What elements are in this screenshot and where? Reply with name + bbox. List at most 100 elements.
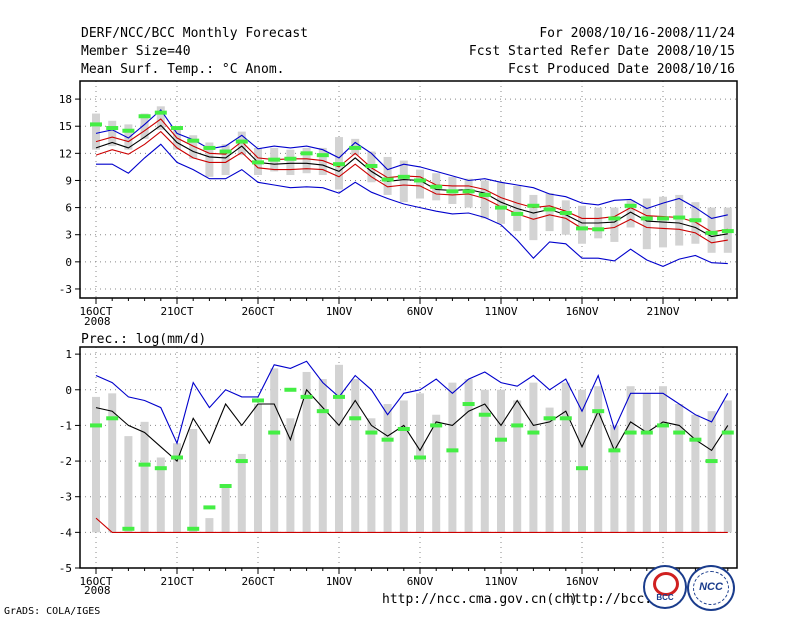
median-marker — [543, 416, 556, 421]
spread-box — [561, 200, 570, 235]
spread-box — [626, 386, 635, 533]
spread-box — [723, 400, 732, 533]
x-tick-label: 11NOV — [484, 575, 517, 588]
median-marker — [203, 145, 216, 150]
median-marker — [381, 437, 394, 442]
median-marker — [154, 466, 167, 471]
spread-box — [642, 198, 651, 250]
spread-box — [237, 453, 246, 533]
y-tick-label: 0 — [65, 384, 72, 397]
median-marker — [559, 211, 572, 216]
median-marker — [138, 114, 151, 119]
y-tick-label: -1 — [59, 419, 72, 432]
min-line — [96, 143, 728, 267]
spread-box — [383, 404, 392, 533]
median-marker — [495, 205, 507, 210]
mean-line — [95, 124, 728, 238]
grads-credit: GrADS: COLA/IGES — [4, 606, 101, 617]
median-marker — [219, 484, 232, 489]
y-tick-label: -4 — [59, 526, 73, 539]
start-date: Fcst Started Refer Date 2008/10/15 — [468, 44, 735, 59]
spread-box — [124, 436, 133, 533]
temperature-year-label: 2008 — [84, 315, 111, 328]
median-marker — [284, 387, 297, 392]
spread-box — [318, 379, 327, 533]
y-tick-label: 9 — [65, 174, 72, 187]
produced-date: Fcst Produced Date 2008/10/16 — [508, 62, 735, 77]
median-marker — [446, 448, 459, 453]
spread-box — [335, 364, 343, 533]
spread-box — [578, 389, 586, 533]
median-marker — [673, 215, 686, 220]
spread-box — [156, 106, 165, 130]
y-tick-label: -2 — [59, 455, 72, 468]
median-marker — [235, 139, 248, 144]
spread-box — [642, 393, 651, 533]
bcc-logo-icon: BCC — [643, 565, 687, 609]
median-marker — [624, 430, 637, 435]
y-tick-label: 0 — [65, 256, 72, 269]
median-marker — [576, 466, 588, 471]
median-marker — [300, 151, 313, 156]
precipitation-panel: -5 -4 -3 -2 -1 0 1 16OCT 21OCT 26OCT 1NOV 6NOV 11NOV… — [59, 347, 737, 588]
median-marker — [511, 211, 524, 216]
median-marker — [624, 203, 637, 208]
median-marker — [219, 149, 232, 154]
spread-box — [675, 194, 684, 246]
median-marker — [122, 128, 135, 133]
spread-box — [140, 421, 149, 533]
median-marker — [122, 526, 135, 531]
median-marker — [349, 416, 362, 421]
spread-box — [399, 400, 408, 533]
median-marker — [608, 216, 621, 221]
spread-box — [545, 407, 554, 533]
y-tick-label: 1 — [65, 348, 72, 361]
mean-line — [95, 388, 729, 463]
y-tick-label: -3 — [59, 283, 72, 296]
spread-box — [610, 425, 619, 533]
spread-box — [302, 371, 311, 533]
spread-box — [497, 389, 505, 533]
median-marker — [171, 455, 183, 460]
median-marker — [365, 163, 378, 168]
spread-box — [480, 180, 489, 219]
spread-box — [416, 169, 424, 199]
variable-label: Mean Surf. Temp.: °C Anom. — [81, 62, 285, 77]
spread-box — [626, 200, 635, 228]
median-marker — [592, 409, 605, 414]
median-marker — [187, 138, 200, 143]
spread-box — [108, 393, 117, 533]
median-marker — [592, 227, 605, 232]
min-line — [95, 517, 728, 533]
median-marker — [673, 430, 686, 435]
upper-line — [95, 118, 728, 233]
x-tick-label: 26OCT — [241, 575, 274, 588]
bcc-url-link[interactable]: http://bcc. — [566, 592, 653, 607]
spread-box — [205, 518, 214, 533]
x-tick-label: 1NOV — [326, 575, 353, 588]
median-marker — [462, 402, 475, 407]
median-marker — [203, 505, 216, 510]
spread-box — [286, 149, 295, 176]
x-tick-label: 16OCT — [79, 305, 112, 318]
spread-box — [464, 379, 473, 533]
precipitation-title: Prec.: log(mm/d) — [81, 332, 206, 347]
precipitation-frame — [79, 346, 738, 569]
median-marker — [511, 423, 524, 428]
median-marker — [171, 126, 183, 131]
median-marker — [268, 157, 281, 162]
spread-box — [561, 382, 570, 533]
median-marker — [90, 423, 102, 428]
median-marker — [138, 462, 151, 467]
median-marker — [414, 455, 426, 460]
median-marker — [495, 437, 507, 442]
median-marker — [527, 203, 540, 208]
median-marker — [333, 394, 345, 399]
ncc-url-link[interactable]: http://ncc.cma.gov.cn(ch) — [382, 592, 578, 607]
spread-box — [448, 382, 457, 533]
spread-box — [529, 194, 538, 241]
max-line — [95, 360, 729, 445]
spread-box — [189, 135, 198, 159]
median-marker — [640, 216, 653, 221]
median-marker — [705, 459, 718, 464]
